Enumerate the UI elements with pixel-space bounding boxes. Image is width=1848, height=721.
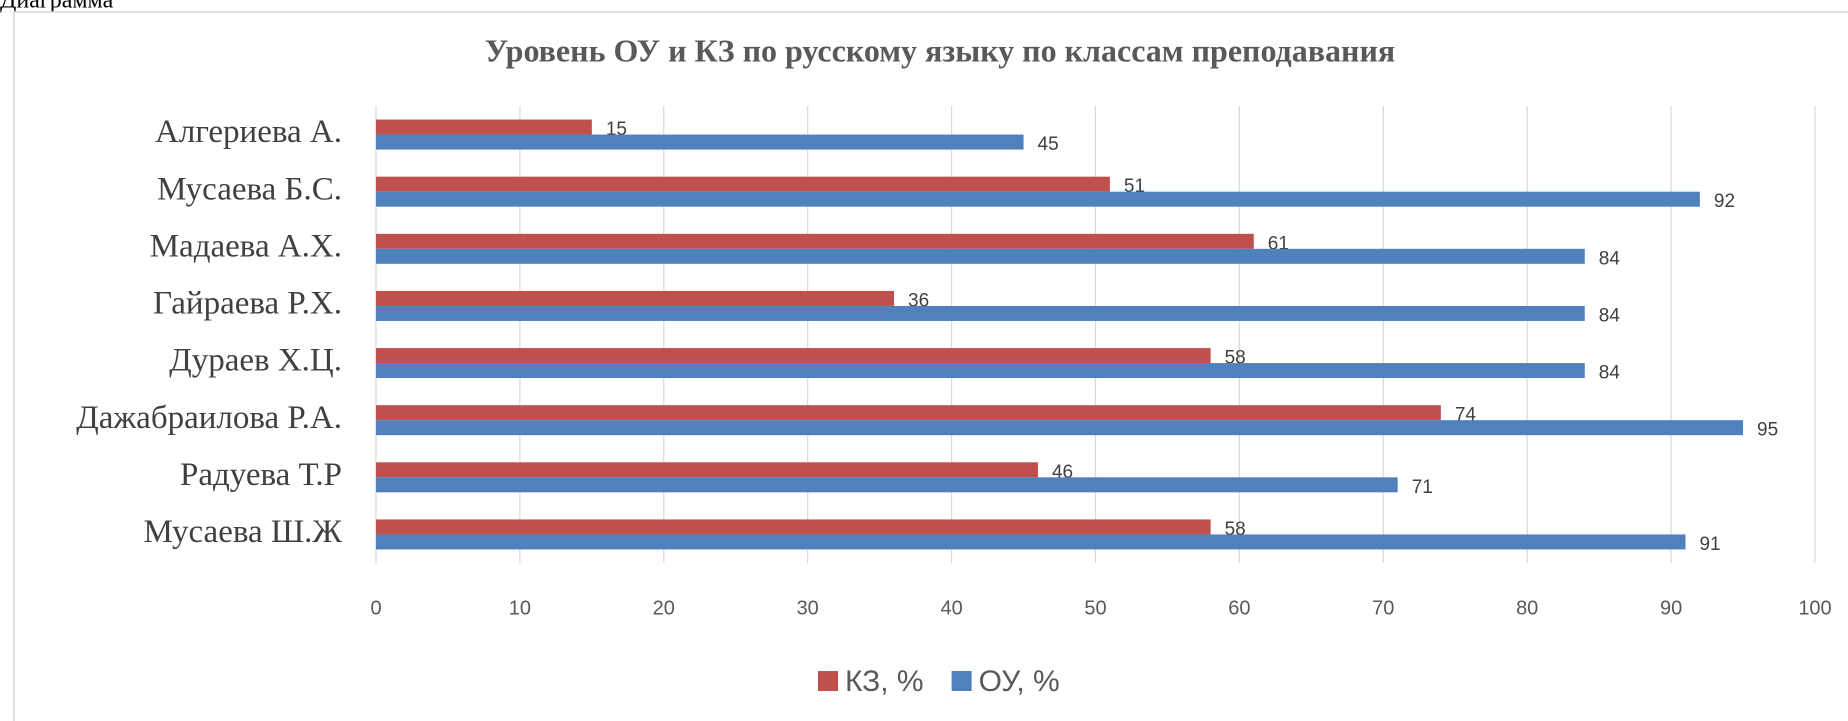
x-tick-label: 20 (653, 597, 675, 619)
x-tick-label: 100 (1798, 597, 1831, 619)
y-tick-label: Радуева Т.Р (180, 457, 342, 493)
data-label: 84 (1599, 305, 1621, 326)
data-label: 95 (1757, 420, 1778, 441)
bar (376, 420, 1744, 436)
legend-label: ОУ, % (979, 665, 1060, 698)
data-label: 71 (1412, 477, 1433, 498)
y-tick-label: Гайраева Р.Х. (153, 286, 342, 322)
bar (376, 363, 1585, 379)
bar (376, 534, 1686, 550)
y-tick-label: Дураев Х.Ц. (169, 343, 342, 379)
y-tick-label: Дажабраилова Р.А. (76, 400, 342, 436)
y-tick-label: Мусаева Ш.Ж (143, 514, 342, 550)
x-tick-label: 50 (1084, 597, 1106, 619)
x-tick-label: 80 (1516, 597, 1538, 619)
x-tick-label: 60 (1228, 597, 1250, 619)
bar (376, 477, 1398, 493)
bar (376, 462, 1038, 478)
legend-label: КЗ, % (845, 665, 924, 698)
x-tick-label: 30 (797, 597, 819, 619)
y-tick-label: Алгериева А. (155, 114, 342, 150)
bar (376, 248, 1585, 264)
bar (376, 405, 1441, 421)
caption: Диаграмма (0, 0, 114, 14)
x-tick-label: 0 (370, 597, 381, 619)
bar (376, 119, 592, 135)
legend-swatch (951, 671, 972, 691)
x-tick-label: 90 (1660, 597, 1682, 619)
x-tick-label: 10 (509, 597, 531, 619)
data-label: 91 (1699, 534, 1720, 555)
bar (376, 134, 1024, 150)
chart-title: Уровень ОУ и КЗ по русскому языку по кла… (485, 32, 1395, 68)
bar (376, 305, 1585, 321)
y-tick-label: Мадаева А.Х. (150, 228, 342, 264)
data-label: 92 (1714, 191, 1735, 212)
bar (376, 348, 1211, 364)
bar (376, 176, 1110, 192)
data-label: 84 (1599, 363, 1621, 384)
data-label: 84 (1599, 248, 1621, 269)
data-label: 45 (1038, 134, 1059, 155)
x-tick-label: 40 (940, 597, 962, 619)
bar (376, 290, 895, 306)
y-tick-label: Мусаева Б.С. (157, 171, 342, 207)
bar (376, 233, 1254, 249)
bar (376, 191, 1700, 207)
legend-swatch (818, 671, 838, 691)
x-tick-label: 70 (1372, 597, 1394, 619)
bar (376, 519, 1211, 535)
